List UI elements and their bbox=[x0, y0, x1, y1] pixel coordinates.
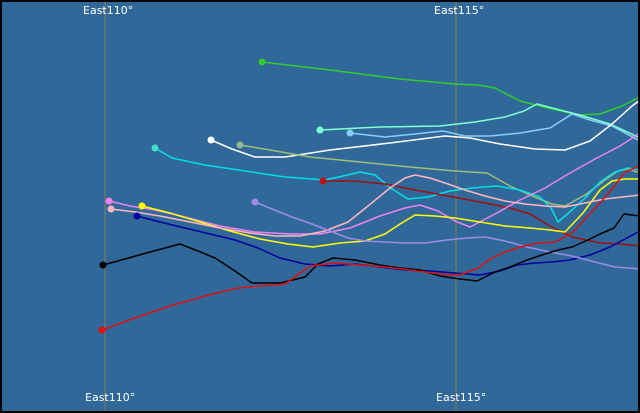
track-start-dot-darkred bbox=[319, 177, 327, 185]
track-start-dot-yellow bbox=[138, 202, 146, 210]
track-violet bbox=[108, 133, 638, 235]
track-start-dot-lavender bbox=[251, 198, 259, 206]
track-red bbox=[101, 166, 638, 331]
track-skyblue bbox=[349, 113, 638, 141]
track-start-dot-pink bbox=[107, 205, 115, 213]
track-cyan bbox=[154, 147, 638, 223]
track-start-dot-black bbox=[99, 261, 107, 269]
track-start-dot-white bbox=[207, 136, 215, 144]
meridian-label-east115-bottom: East115° bbox=[436, 391, 487, 404]
track-start-dot-green bbox=[258, 58, 266, 66]
track-start-dot-navy bbox=[133, 212, 141, 220]
track-green bbox=[261, 61, 638, 116]
track-lavender bbox=[254, 201, 638, 270]
track-pink bbox=[110, 174, 638, 237]
track-start-dot-aquamarine bbox=[316, 126, 324, 134]
meridian-label-east110-top: East110° bbox=[83, 4, 134, 17]
track-aquamarine bbox=[319, 103, 638, 138]
track-start-dot-khaki-green bbox=[236, 141, 244, 149]
track-start-dot-cyan bbox=[151, 144, 159, 152]
track-darkred bbox=[322, 180, 638, 247]
meridian-label-east110-bottom: East110° bbox=[85, 391, 136, 404]
track-start-dot-red bbox=[98, 326, 106, 334]
track-black bbox=[102, 213, 638, 284]
track-white bbox=[210, 100, 638, 158]
track-start-dot-skyblue bbox=[346, 129, 354, 137]
track-yellow bbox=[141, 178, 638, 248]
meridian-label-east115-top: East115° bbox=[434, 4, 485, 17]
track-start-dot-violet bbox=[105, 197, 113, 205]
